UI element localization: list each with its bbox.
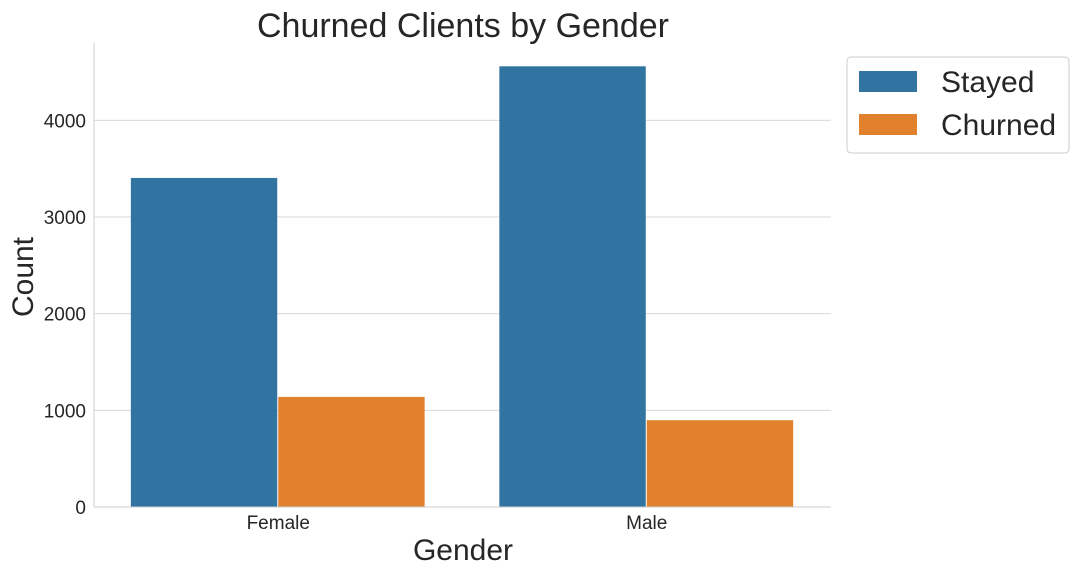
bar-male-stayed [499, 66, 646, 508]
axes [93, 43, 831, 508]
x-tick-labels: Female Male [247, 513, 668, 534]
x-tick-label: Female [247, 513, 310, 534]
y-tick-label: 1000 [44, 401, 86, 422]
y-tick-label: 4000 [44, 111, 86, 132]
bars [130, 66, 794, 508]
x-axis-label: Gender [413, 534, 513, 567]
bar-male-churned [646, 420, 794, 507]
legend-label-churned: Churned [941, 109, 1056, 142]
bar-female-churned [278, 396, 425, 507]
legend: Stayed Churned [846, 56, 1070, 154]
legend-swatch-churned [859, 114, 917, 135]
legend-label-stayed: Stayed [941, 66, 1034, 99]
y-axis-label: Count [7, 236, 40, 317]
y-tick-label: 0 [75, 498, 86, 519]
y-tick-label: 2000 [44, 305, 86, 326]
y-tick-label: 3000 [44, 208, 86, 229]
chart-title: Churned Clients by Gender [257, 7, 669, 45]
legend-swatch-stayed [859, 71, 917, 92]
y-tick-labels: 0 1000 2000 3000 4000 [44, 111, 86, 519]
x-tick-label: Male [626, 513, 667, 534]
bar-female-stayed [130, 177, 278, 508]
